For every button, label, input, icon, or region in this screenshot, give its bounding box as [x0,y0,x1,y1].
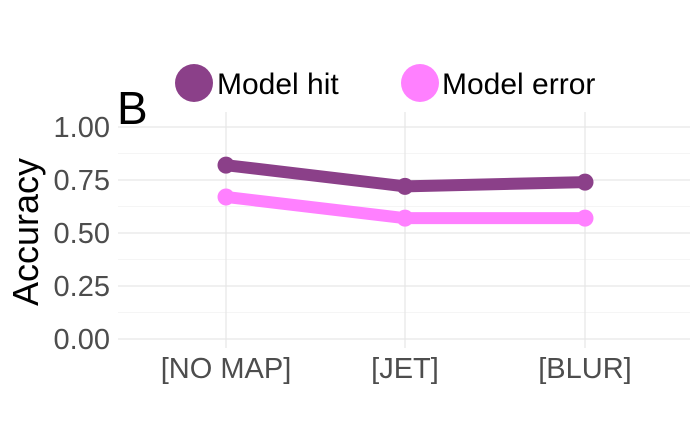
data-point [576,173,594,191]
x-tick-label: [NO MAP] [161,353,292,385]
y-tick-label: 0.25 [54,271,110,303]
series-model-error [217,188,594,227]
data-point [396,177,414,195]
data-point [396,209,414,227]
panel-label: B [117,82,148,134]
legend-marker [175,64,213,102]
y-tick-label: 0.50 [54,218,110,250]
series-model-hit [217,156,594,195]
legend-item: Model hit [175,64,339,102]
legend: Model hit Model error [175,64,595,102]
y-tick-label: 0.00 [54,324,110,356]
series-layer [217,156,594,227]
legend-label: Model hit [217,68,339,101]
x-tick-label: [JET] [371,353,439,385]
data-point [217,156,235,174]
y-tick-label: 1.00 [54,112,110,144]
grid [118,112,690,348]
legend-item: Model error [401,64,595,102]
data-point [576,209,594,227]
x-tick-label: [BLUR] [538,353,631,385]
y-axis-ticks: 0.00 0.25 0.50 0.75 1.00 [54,112,110,356]
x-axis-ticks: [NO MAP] [JET] [BLUR] [161,353,632,385]
y-axis-title: Accuracy [5,158,46,306]
legend-marker [401,64,439,102]
data-point [217,188,235,206]
legend-label: Model error [442,68,595,101]
y-tick-label: 0.75 [54,165,110,197]
